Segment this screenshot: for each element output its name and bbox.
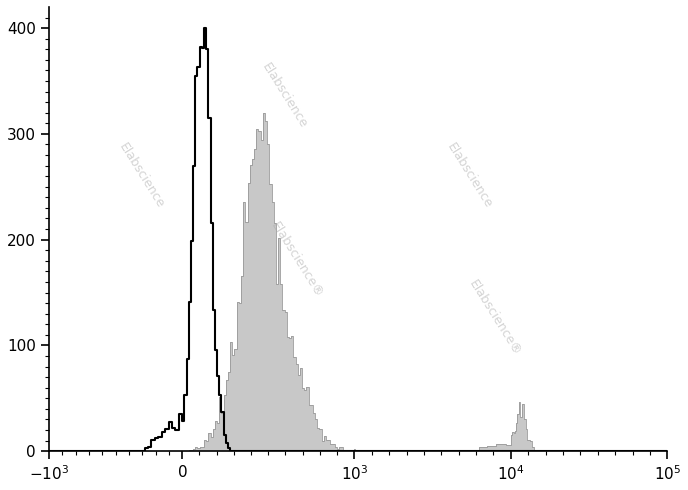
Text: Elabscience: Elabscience: [259, 61, 310, 131]
Text: Elabscience®: Elabscience®: [268, 220, 325, 300]
Text: Elabscience: Elabscience: [444, 141, 495, 211]
Text: Elabscience®: Elabscience®: [466, 278, 523, 358]
Text: Elabscience: Elabscience: [117, 141, 167, 211]
